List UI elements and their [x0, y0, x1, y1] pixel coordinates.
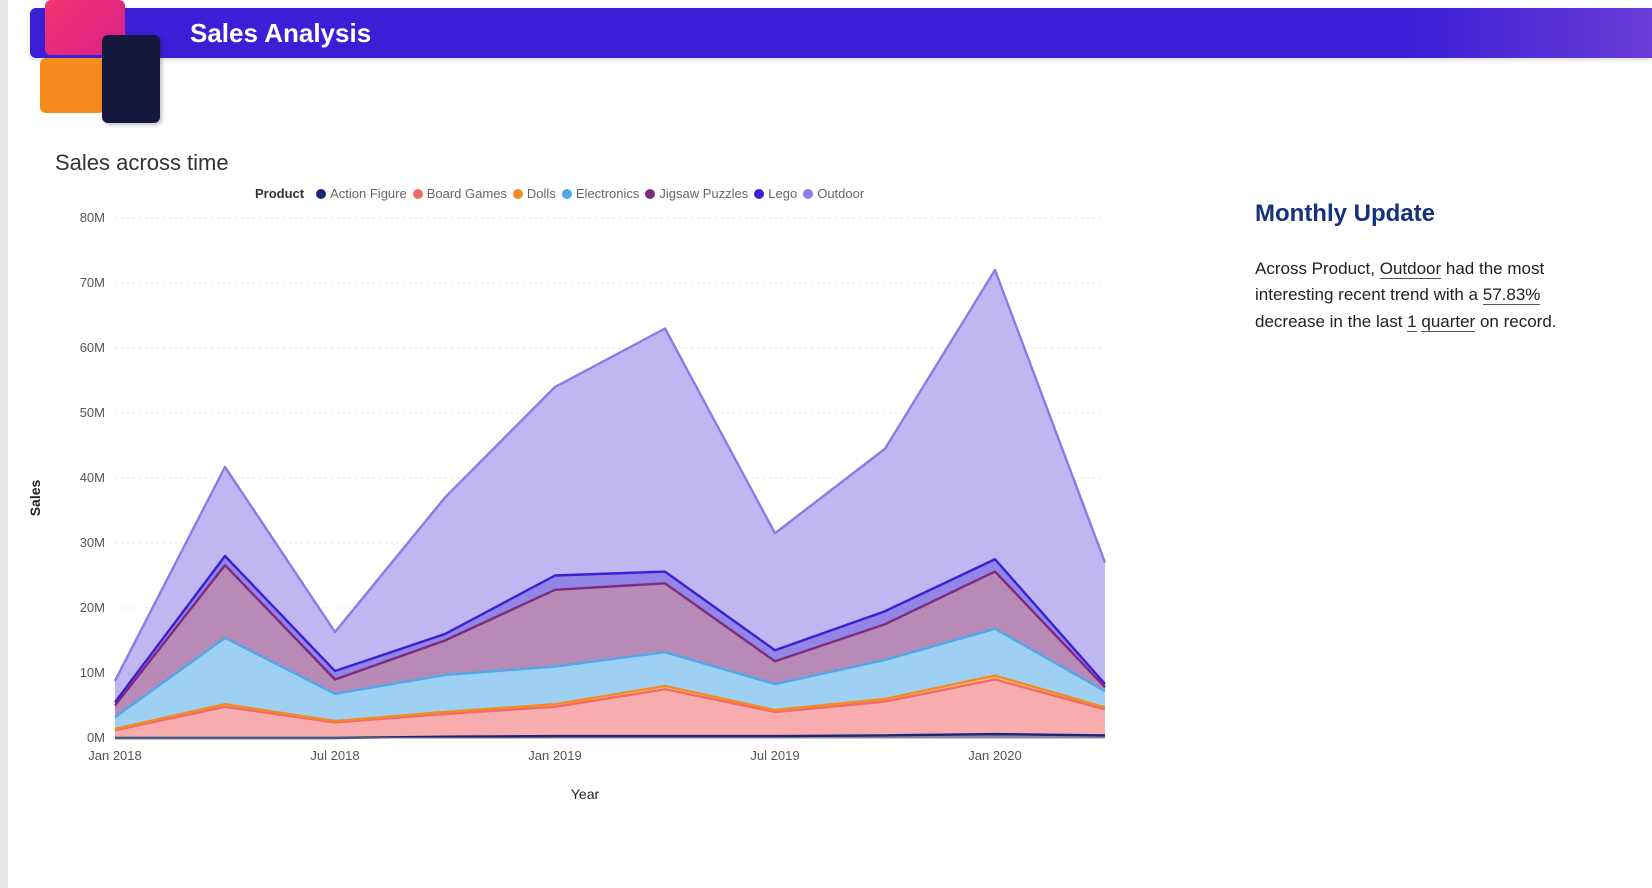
legend-item[interactable]: Board Games — [413, 186, 507, 201]
svg-text:Jul 2018: Jul 2018 — [310, 748, 359, 763]
svg-text:70M: 70M — [80, 275, 105, 290]
sales-area-chart[interactable]: 0M 10M 20M 30M 40M 50M 60M 70M 80M Jan 2018 Jul 20… — [55, 208, 1115, 788]
legend-label: Jigsaw Puzzles — [659, 186, 748, 201]
legend-label: Board Games — [427, 186, 507, 201]
legend-item[interactable]: Dolls — [513, 186, 556, 201]
svg-text:80M: 80M — [80, 210, 105, 225]
svg-text:0M: 0M — [87, 730, 105, 745]
chart-legend: Product Action Figure Board Games Dolls Ele… — [255, 186, 1175, 202]
legend-dot-icon — [803, 189, 813, 199]
y-axis-label: Sales — [27, 479, 43, 516]
logo-block-navy — [102, 35, 160, 123]
svg-text:50M: 50M — [80, 405, 105, 420]
chart-title: Sales across time — [55, 150, 1175, 176]
legend-dot-icon — [754, 189, 764, 199]
insight-highlight[interactable]: 57.83% — [1483, 285, 1541, 305]
legend-label: Action Figure — [330, 186, 407, 201]
legend-dot-icon — [513, 189, 523, 199]
insight-text: Across Product, Outdoor had the most int… — [1255, 256, 1585, 335]
svg-text:40M: 40M — [80, 470, 105, 485]
legend-item[interactable]: Jigsaw Puzzles — [645, 186, 748, 201]
legend-title: Product — [255, 186, 304, 201]
insight-text-part: on record. — [1475, 312, 1556, 331]
insight-text-part: Across Product, — [1255, 259, 1380, 278]
insight-highlight[interactable]: 1 — [1407, 312, 1416, 332]
scrollbar-track — [0, 0, 8, 888]
legend-item[interactable]: Outdoor — [803, 186, 864, 201]
header-bar: Sales Analysis — [30, 8, 1652, 58]
page-title: Sales Analysis — [190, 18, 371, 49]
chart-panel: Sales across time Product Action Figure B… — [55, 150, 1175, 888]
svg-text:20M: 20M — [80, 600, 105, 615]
legend-label: Electronics — [576, 186, 640, 201]
svg-text:Jan 2019: Jan 2019 — [528, 748, 582, 763]
legend-dot-icon — [645, 189, 655, 199]
legend-item[interactable]: Lego — [754, 186, 797, 201]
insight-title: Monthly Update — [1255, 200, 1585, 228]
svg-text:60M: 60M — [80, 340, 105, 355]
legend-label: Dolls — [527, 186, 556, 201]
legend-label: Lego — [768, 186, 797, 201]
legend-item[interactable]: Action Figure — [316, 186, 407, 201]
insight-highlight[interactable]: Outdoor — [1380, 259, 1441, 279]
legend-dot-icon — [413, 189, 423, 199]
svg-text:Jan 2020: Jan 2020 — [968, 748, 1022, 763]
insight-text-part: decrease in the last — [1255, 312, 1407, 331]
logo — [40, 0, 180, 130]
legend-dot-icon — [316, 189, 326, 199]
svg-text:30M: 30M — [80, 535, 105, 550]
svg-text:Jan 2018: Jan 2018 — [88, 748, 142, 763]
insight-highlight[interactable]: quarter — [1421, 312, 1475, 332]
logo-block-orange — [40, 58, 105, 113]
svg-text:10M: 10M — [80, 665, 105, 680]
legend-dot-icon — [562, 189, 572, 199]
legend-label: Outdoor — [817, 186, 864, 201]
insight-panel: Monthly Update Across Product, Outdoor h… — [1255, 150, 1585, 888]
svg-text:Jul 2019: Jul 2019 — [750, 748, 799, 763]
legend-item[interactable]: Electronics — [562, 186, 640, 201]
x-axis-label: Year — [571, 786, 599, 802]
